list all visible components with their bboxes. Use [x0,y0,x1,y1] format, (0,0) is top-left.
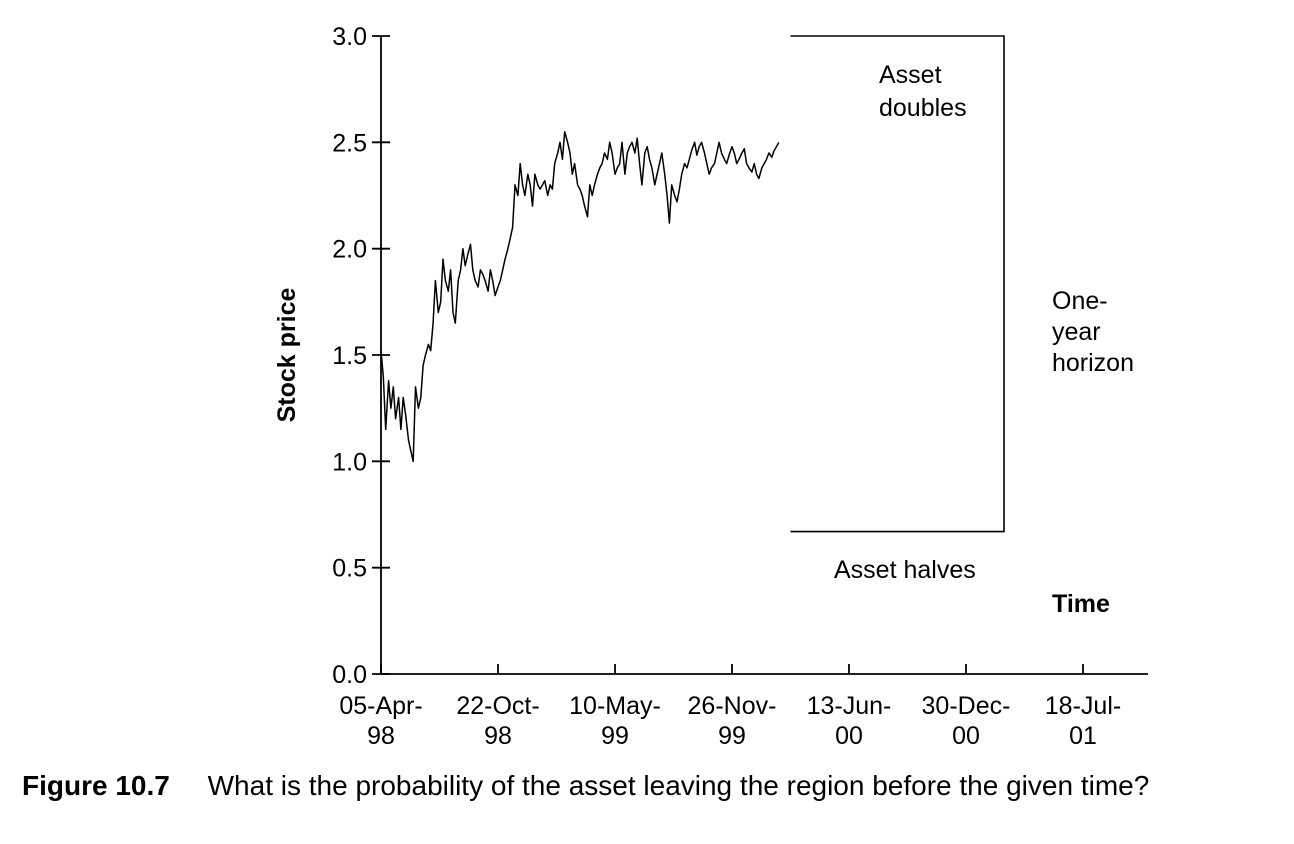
y-tick-label: 3.0 [332,23,367,51]
x-axis: 05-Apr-9822-Oct-9810-May-9926-Nov-9913-J… [339,664,1148,750]
y-tick-label: 2.5 [332,129,367,157]
horizon-line-3: horizon [1052,349,1134,377]
stock-price-chart: Stock price 0.0 0.5 1.0 1.5 2.0 2.5 3.0 05-Apr… [273,23,1148,750]
x-tick-label-line: 18-Jul- [1045,692,1121,720]
one-year-horizon-label: One- year horizon [1052,287,1134,377]
x-tick-label: 22-Oct-98 [456,692,539,750]
asset-doubles-label: Asset doubles [879,61,967,122]
x-tick-label: 10-May-99 [569,692,661,750]
asset-doubles-line-2: doubles [879,94,967,122]
figure-number: Figure 10.7 [22,770,170,801]
x-tick-label-line: 00 [835,722,863,750]
asset-halves-label: Asset halves [834,556,976,584]
y-tick-label: 0.0 [332,661,367,689]
figure-caption: Figure 10.7 What is the probability of t… [22,770,1149,802]
y-tick-label: 1.5 [332,342,367,370]
x-tick-label-line: 30-Dec- [922,692,1011,720]
x-tick-label: 26-Nov-99 [688,692,777,750]
x-tick-label: 13-Jun-00 [807,692,892,750]
x-tick-label-line: 98 [484,722,512,750]
x-tick-label-line: 10-May- [569,692,661,720]
y-axis: 0.0 0.5 1.0 1.5 2.0 2.5 3.0 [332,23,390,689]
one-year-region-bracket [790,35,1005,533]
asset-doubles-line-1: Asset [879,61,942,89]
y-tick-label: 0.5 [332,555,367,583]
x-tick-label: 30-Dec-00 [922,692,1011,750]
y-axis-title: Stock price [273,288,301,423]
x-tick-label-line: 26-Nov- [688,692,777,720]
y-tick-label: 2.0 [332,236,367,264]
x-tick-label-line: 01 [1069,722,1097,750]
stock-price-series [380,130,780,463]
x-tick-label-line: 13-Jun- [807,692,892,720]
x-axis-title: Time [1052,590,1110,618]
x-tick-label-line: 22-Oct- [456,692,539,720]
x-tick-label-line: 99 [718,722,746,750]
horizon-line-1: One- [1052,287,1108,315]
x-tick-label-line: 98 [367,722,395,750]
x-tick-label: 18-Jul-01 [1045,692,1121,750]
x-tick-label-line: 05-Apr- [339,692,422,720]
x-tick-label: 05-Apr-98 [339,692,422,750]
horizon-line-2: year [1052,318,1101,346]
figure-caption-text: What is the probability of the asset lea… [207,770,1150,801]
x-tick-label-line: 00 [952,722,980,750]
y-tick-label: 1.0 [332,448,367,476]
x-tick-label-line: 99 [601,722,629,750]
